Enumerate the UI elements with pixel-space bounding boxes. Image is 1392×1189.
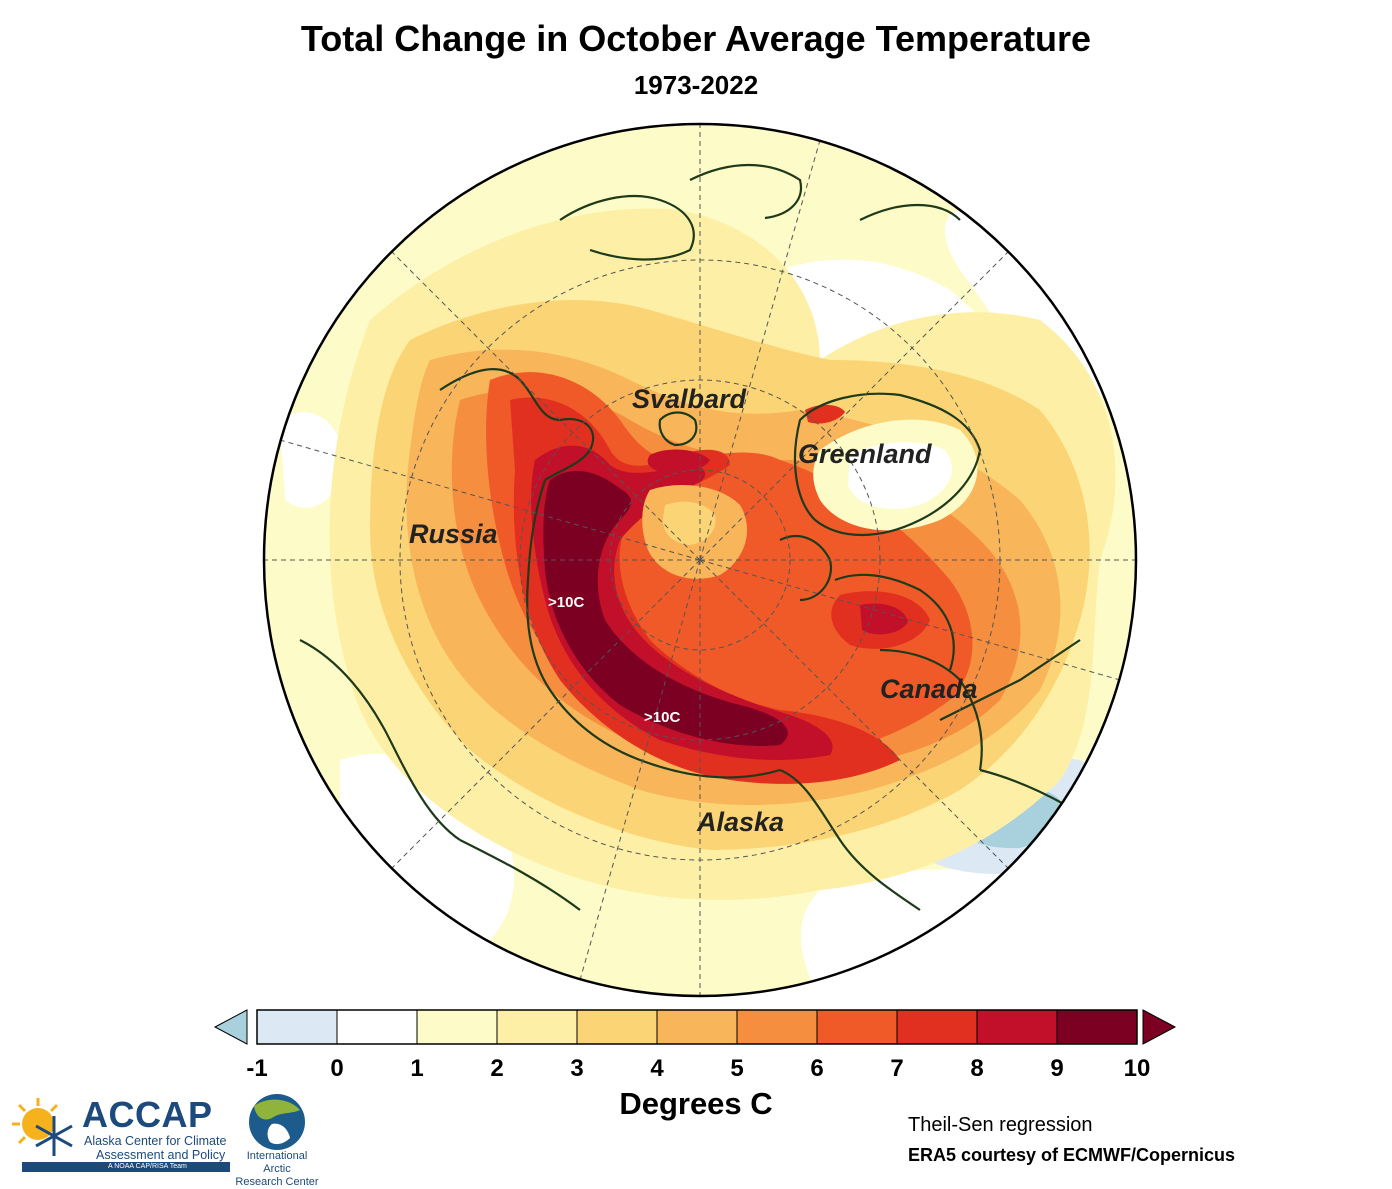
accap-bar [22,1162,230,1172]
colorbar-cell [737,1010,817,1044]
colorbar-cell [417,1010,497,1044]
colorbar-tick-label: 1 [410,1055,423,1082]
iarc-line2: Research Center [235,1176,319,1188]
coastlines [299,164,1091,911]
iarc-logo: International Arctic Research Center [232,1092,322,1188]
globe-icon [249,1094,305,1150]
colorbar-tick-label: -1 [246,1055,267,1082]
colorbar-cell [657,1010,737,1044]
accap-tagline: A NOAA CAP/RISA Team [108,1163,187,1170]
method-note: Theil-Sen regression [908,1114,1093,1136]
accap-name: ACCAP [82,1094,213,1135]
accap-line1: Alaska Center for Climate [84,1134,227,1148]
colorbar-tick-label: 10 [1124,1055,1151,1082]
field-0-1-se [801,869,1061,996]
chart-subtitle: 1973-2022 [633,70,759,100]
chart-title: Total Change in October Average Temperat… [300,18,1092,59]
colorbar-cell [257,1010,337,1044]
colorbar-cell [577,1010,657,1044]
colorbar-label: Degrees C [619,1086,773,1121]
label-canada: Canada [880,674,978,704]
iarc-name: International Arctic Research Center [232,1150,322,1189]
field-pole-core [662,501,716,545]
label-max-2: >10C [644,709,680,726]
field-9-10 [543,470,788,746]
polar-map: Svalbard Greenland Russia Canada Alaska … [262,122,1138,998]
map-border [262,122,1138,998]
temperature-field [280,208,1116,996]
colorbar-tick-label: 8 [970,1055,983,1082]
accap-line2: Assessment and Policy [96,1148,226,1162]
colorbar: -1 0 1 2 3 4 5 6 7 8 9 10 [213,1009,1177,1082]
source-note: ERA5 courtesy of ECMWF/Copernicus [908,1145,1236,1165]
colorbar-cell [817,1010,897,1044]
colorbar-tick-label: 3 [570,1055,583,1082]
colorbar-tick-label: 5 [730,1055,743,1082]
sun-snowflake-icon [12,1098,73,1156]
colorbar-cell [977,1010,1057,1044]
iarc-line1: International Arctic [246,1150,308,1175]
label-russia: Russia [409,519,498,549]
colorbar-cell [497,1010,577,1044]
field-svalbard-hot [647,449,710,473]
colorbar-cell [897,1010,977,1044]
label-alaska: Alaska [696,807,784,837]
colorbar-tick-label: 6 [810,1055,823,1082]
colorbar-tick-label: 9 [1050,1055,1063,1082]
colorbar-tick-label: 7 [890,1055,903,1082]
field-greenland-core [848,442,952,509]
colorbar-tick-label: 2 [490,1055,503,1082]
field-0-1-w [280,412,345,508]
colorbar-cell [1057,1010,1137,1044]
colorbar-tick-label: 0 [330,1055,343,1082]
accap-logo: ACCAP Alaska Center for Climate Assessme… [8,1094,230,1174]
label-max-1: >10C [548,594,584,611]
field-canada-hot-core [860,603,908,635]
accap-fullname: Alaska Center for Climate Assessment and… [84,1134,226,1162]
label-greenland: Greenland [798,439,932,469]
colorbar-under-triangle [213,1009,248,1045]
colorbar-cell [337,1010,417,1044]
graticule [264,124,1136,996]
colorbar-tick-label: 4 [650,1055,664,1082]
colorbar-over-triangle [1142,1009,1177,1045]
label-svalbard: Svalbard [632,384,747,414]
